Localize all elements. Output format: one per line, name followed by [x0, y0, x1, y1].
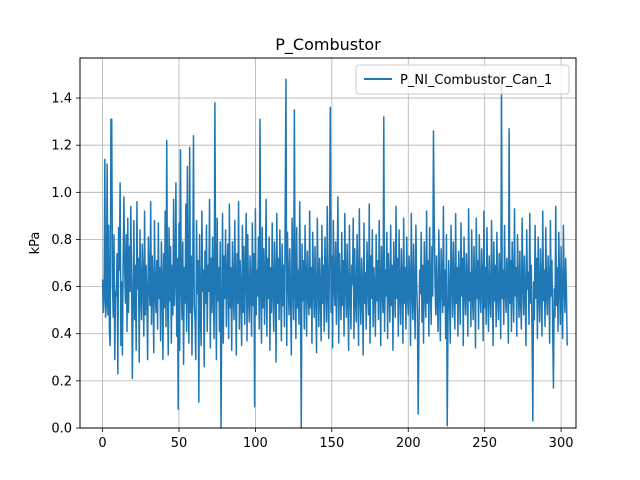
x-tick-label: 0 — [98, 436, 106, 451]
tick-layer: 0 50 100 150 200 250 300 0.0 0.2 0.4 0.6 0.8 1.0 1.2 1… — [51, 92, 573, 451]
legend: P_NI_Combustor_Can_1 — [355, 64, 570, 95]
y-tick-label: 0.2 — [51, 374, 72, 389]
y-tick-label: 0.8 — [51, 233, 72, 248]
y-tick-label: 1.4 — [51, 92, 72, 107]
series-line-0 — [101, 78, 568, 429]
x-tick-label: 200 — [396, 436, 421, 451]
x-tick-label: 250 — [472, 436, 497, 451]
x-tick-label: 100 — [243, 436, 268, 451]
x-tick-label: 150 — [319, 436, 344, 451]
x-tick-label: 300 — [549, 436, 574, 451]
y-tick-label: 0.0 — [51, 422, 72, 437]
legend-box — [355, 64, 570, 95]
chart-title: P_Combustor — [275, 35, 381, 55]
y-tick-label: 0.4 — [51, 327, 72, 342]
plot-frame — [79, 57, 577, 429]
y-tick-label: 1.0 — [51, 186, 72, 201]
x-tick-label: 50 — [171, 436, 188, 451]
series-layer — [101, 78, 568, 429]
y-axis-label: kPa — [28, 232, 43, 255]
y-tick-label: 0.6 — [51, 280, 72, 295]
legend-series-label: P_NI_Combustor_Can_1 — [400, 73, 552, 88]
y-tick-label: 1.2 — [51, 139, 72, 154]
